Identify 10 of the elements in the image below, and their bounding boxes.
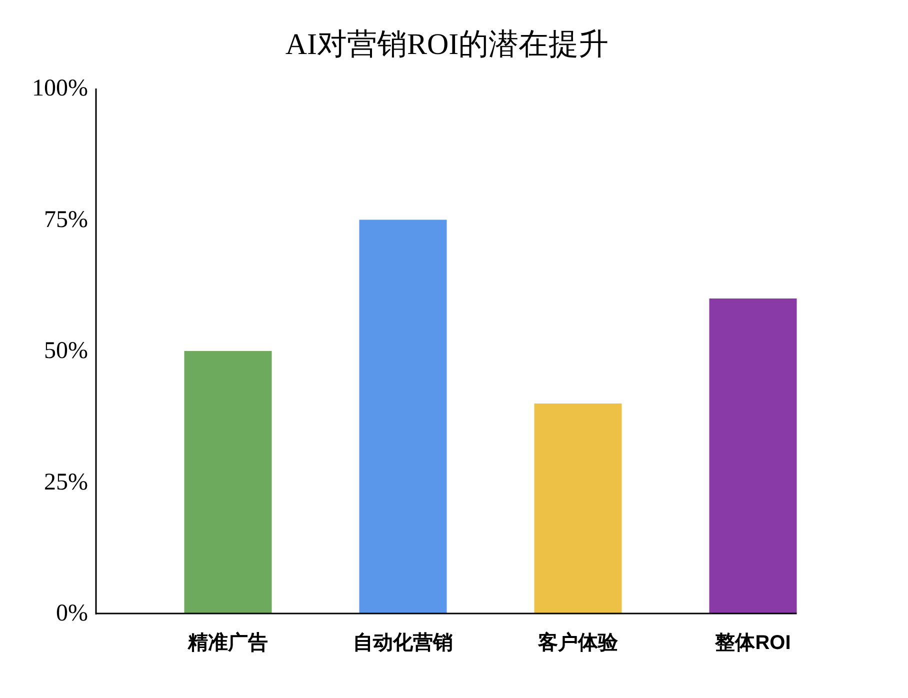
x-tick-label: 精准广告 xyxy=(187,631,268,654)
y-tick-label: 75% xyxy=(44,206,88,233)
x-tick-label: 自动化营销 xyxy=(353,632,453,654)
x-tick-label: 客户体验 xyxy=(537,631,619,654)
y-tick-label: 100% xyxy=(32,76,88,102)
y-tick-label: 25% xyxy=(44,469,88,496)
chart-title: AI对营销ROI的潜在提升 xyxy=(285,28,609,61)
y-tick-label: 0% xyxy=(56,600,88,626)
x-tick-label: 整体ROI xyxy=(714,632,791,654)
y-tick-label: 50% xyxy=(44,338,88,364)
